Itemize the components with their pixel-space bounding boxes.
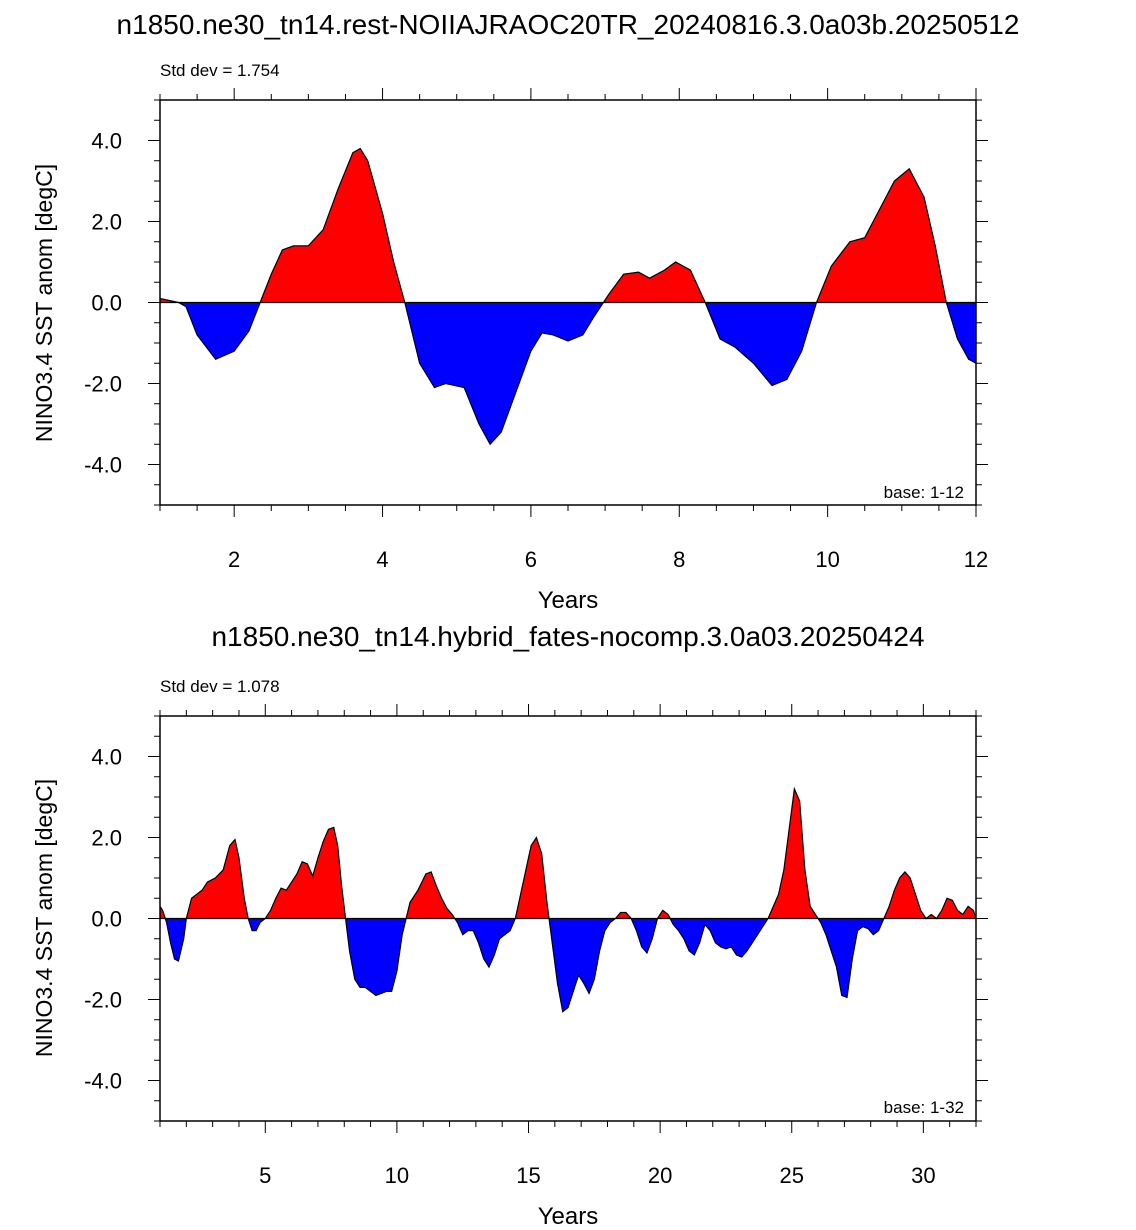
y-tick-label: 4.0 bbox=[91, 745, 122, 770]
panel-top: n1850.ne30_tn14.rest-NOIIAJRAOC20TR_2024… bbox=[31, 9, 1019, 614]
negative-anomaly-fill bbox=[160, 302, 976, 445]
x-tick-label: 2 bbox=[228, 547, 240, 572]
y-tick-label: 4.0 bbox=[91, 129, 122, 154]
positive-anomaly-fill bbox=[160, 788, 976, 919]
panel-bottom-std-dev: Std dev = 1.078 bbox=[160, 677, 280, 696]
x-tick-label: 10 bbox=[815, 547, 839, 572]
y-tick-label: 2.0 bbox=[91, 826, 122, 851]
panel-bottom-title: n1850.ne30_tn14.hybrid_fates-nocomp.3.0a… bbox=[211, 621, 924, 652]
panel-bottom-base-label: base: 1-32 bbox=[884, 1098, 964, 1117]
panel-top-title: n1850.ne30_tn14.rest-NOIIAJRAOC20TR_2024… bbox=[117, 9, 1020, 40]
anomaly-series-line bbox=[159, 786, 977, 1013]
x-tick-label: 10 bbox=[385, 1163, 409, 1188]
x-tick-label: 6 bbox=[525, 547, 537, 572]
panel-top-x-axis-label: Years bbox=[538, 587, 599, 614]
y-tick-label: 2.0 bbox=[91, 210, 122, 235]
x-tick-label: 25 bbox=[779, 1163, 803, 1188]
panel-bottom: n1850.ne30_tn14.hybrid_fates-nocomp.3.0a… bbox=[31, 621, 988, 1230]
negative-anomaly-fill bbox=[160, 918, 976, 1012]
anomaly-series-line bbox=[159, 147, 977, 446]
x-tick-label: 20 bbox=[648, 1163, 672, 1188]
y-tick-label: -2.0 bbox=[84, 988, 122, 1013]
positive-anomaly-fill bbox=[160, 148, 976, 303]
panel-top-y-axis-label: NINO3.4 SST anom [degC] bbox=[31, 164, 57, 442]
x-tick-label: 30 bbox=[911, 1163, 935, 1188]
x-tick-label: 8 bbox=[673, 547, 685, 572]
panel-bottom-plot-marks: -4.0 -2.0 0.0 2.0 4.0 5 10 15 20 25 30 bbox=[84, 704, 988, 1188]
y-tick-label: 0.0 bbox=[91, 907, 122, 932]
panel-bottom-x-axis-label: Years bbox=[538, 1203, 599, 1230]
y-tick-label: -4.0 bbox=[84, 1069, 122, 1094]
x-tick-label: 5 bbox=[259, 1163, 271, 1188]
x-tick-label: 15 bbox=[516, 1163, 540, 1188]
y-tick-label: -2.0 bbox=[84, 372, 122, 397]
panel-top-base-label: base: 1-12 bbox=[884, 483, 964, 502]
y-tick-label: -4.0 bbox=[84, 453, 122, 478]
panel-top-plot-marks: -4.0 -2.0 0.0 2.0 4.0 2 4 6 8 10 12 bbox=[84, 88, 988, 572]
x-tick-label: 12 bbox=[964, 547, 988, 572]
panel-bottom-y-axis-label: NINO3.4 SST anom [degC] bbox=[31, 779, 57, 1057]
y-tick-label: 0.0 bbox=[91, 291, 122, 316]
x-tick-label: 4 bbox=[376, 547, 388, 572]
panel-top-std-dev: Std dev = 1.754 bbox=[160, 61, 280, 80]
